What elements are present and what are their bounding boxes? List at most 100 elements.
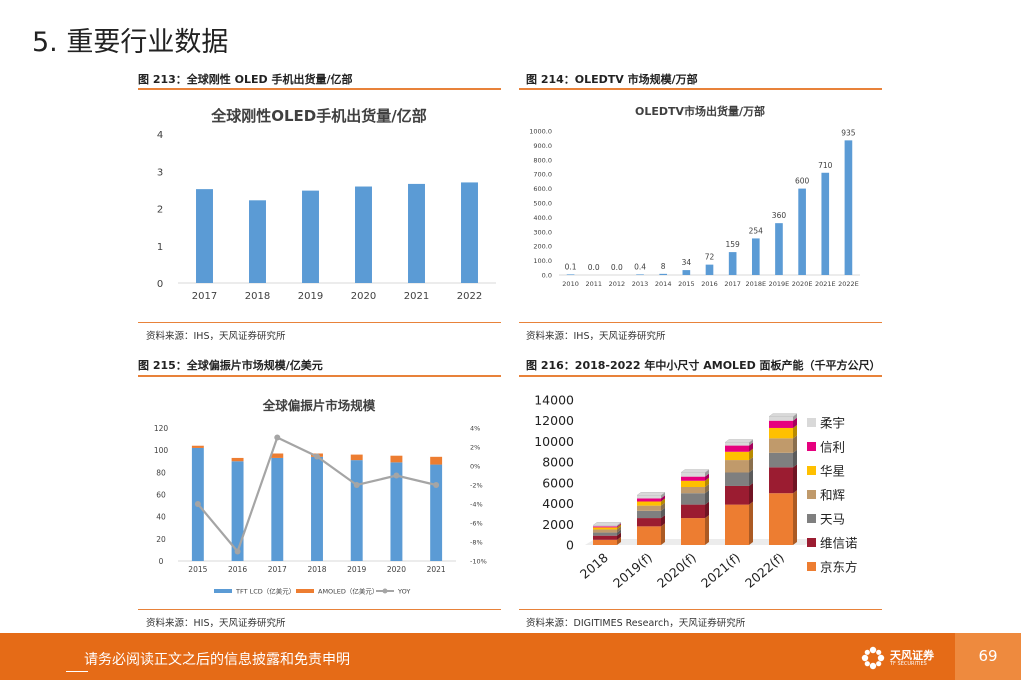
bar-segment-side xyxy=(793,435,797,453)
bar-segment-side xyxy=(661,507,665,519)
y-tick-label: 4 xyxy=(157,130,163,141)
bar-amoled xyxy=(271,453,284,458)
bar-segment xyxy=(637,526,661,545)
x-tick-label: 2018E xyxy=(745,280,766,288)
bar-segment xyxy=(593,525,617,527)
y-tick-label: 12000 xyxy=(534,413,574,428)
bar-segment xyxy=(725,504,749,545)
bar xyxy=(844,140,853,275)
bar xyxy=(728,252,737,275)
y-tick-label: 2 xyxy=(157,205,163,216)
y-tick-label: 1000.0 xyxy=(529,128,552,136)
y-tick-label: 40 xyxy=(156,513,166,522)
bar-segment-side xyxy=(749,469,753,486)
bar xyxy=(659,273,668,275)
legend-swatch xyxy=(214,589,232,593)
legend-swatch xyxy=(807,418,816,427)
bar-segment xyxy=(725,485,749,505)
bar-segment xyxy=(681,476,705,481)
x-tick-label: 2018 xyxy=(577,550,611,582)
chart-title: 全球偏振片市场规模 xyxy=(262,398,376,413)
bar-segment xyxy=(681,504,705,519)
x-tick-label: 2018 xyxy=(245,291,270,302)
bar-segment xyxy=(725,472,749,486)
figure-214-chart: OLEDTV市场出货量/万部 0.0 100.0 200.0 300.0 400.0 500… xyxy=(529,104,860,288)
bar xyxy=(636,274,644,275)
figure-213-title: 图 213：全球刚性 OLED 手机出货量/亿部 xyxy=(138,73,353,86)
x-tick-label: 2022 xyxy=(457,291,482,302)
page-number: 69 xyxy=(978,647,998,665)
yoy-point xyxy=(393,472,400,479)
chart-title: OLEDTV市场出货量/万部 xyxy=(635,104,765,118)
bar-segment-side xyxy=(617,524,621,530)
yoy-point xyxy=(194,501,201,507)
y-tick-label: 2000 xyxy=(542,517,574,532)
x-tick-label: 2020(f) xyxy=(654,550,699,591)
x-tick-label: 2017 xyxy=(268,565,287,574)
x-tick-label: 2013 xyxy=(632,280,649,288)
bar-segment-side xyxy=(793,449,797,468)
data-label: 0.0 xyxy=(611,263,623,272)
yoy-point xyxy=(314,453,320,460)
y-tick-label: 100.0 xyxy=(533,257,552,265)
bar-segment xyxy=(681,493,705,505)
bar-segment-side xyxy=(749,442,753,452)
bar-segment-side xyxy=(749,448,753,461)
bar-top-face xyxy=(592,522,622,526)
figure-214-title: 图 214：OLEDTV 市场规模/万部 xyxy=(526,73,698,86)
x-tick-label: 2015 xyxy=(678,280,695,288)
bar xyxy=(751,238,760,275)
x-tick-label: 2011 xyxy=(585,280,602,288)
bar xyxy=(196,189,213,283)
data-label: 935 xyxy=(841,128,856,137)
figure-214-top-rule xyxy=(519,88,882,90)
bar-segment xyxy=(637,495,661,499)
bar-segment-side xyxy=(749,501,753,545)
legend-marker-yoy xyxy=(382,588,388,594)
bar-segment-side xyxy=(661,502,665,511)
x-tick-label: 2019E xyxy=(769,280,790,288)
figure-215-bottom-rule xyxy=(138,609,501,610)
figure-216-chart: 0 2000 4000 6000 8000 10000 12000 14000 2018 2019… xyxy=(534,393,857,591)
bar-segment-side xyxy=(705,501,709,519)
bar-segment-side xyxy=(705,473,709,481)
data-label: 72 xyxy=(705,253,715,262)
data-label: 254 xyxy=(749,226,764,235)
bar-segment xyxy=(769,420,793,428)
bar-tft-lcd xyxy=(390,462,403,561)
x-tick-label: 2016 xyxy=(228,565,247,574)
x-tick-label: 2021 xyxy=(404,291,429,302)
legend-label: AMOLED（亿美元） xyxy=(318,587,378,596)
bar xyxy=(798,188,806,275)
data-label: 600 xyxy=(795,177,810,186)
y-tick-label: 800.0 xyxy=(533,156,552,164)
logo-text: 天风证券 xyxy=(890,649,934,662)
bar-segment-side xyxy=(749,439,753,446)
bar xyxy=(705,264,714,275)
y2-tick-label: -10% xyxy=(470,558,487,566)
figure-216-top-rule xyxy=(519,375,882,377)
figure-215-chart: 全球偏振片市场规模 0 20 40 60 80 100 120 -10% -8% -6% -4% -2%… xyxy=(154,398,487,596)
bar xyxy=(461,182,478,283)
bar xyxy=(682,270,691,275)
bar-segment xyxy=(769,452,793,468)
logo-subtext: TF SECURITIES xyxy=(890,661,927,667)
bar xyxy=(355,186,372,283)
bar xyxy=(821,172,830,275)
bar-segment xyxy=(593,527,617,530)
x-tick-label: 2018 xyxy=(307,565,326,574)
y-tick-label: 3 xyxy=(157,167,163,178)
x-tick-label: 2020 xyxy=(351,291,376,302)
bar-segment-side xyxy=(617,529,621,536)
legend-label: 华星 xyxy=(820,464,845,479)
y-tick-label: 60 xyxy=(156,491,166,500)
y-tick-label: 6000 xyxy=(542,475,574,490)
bar-segment xyxy=(637,498,661,502)
bar xyxy=(249,200,266,283)
bar-segment-side xyxy=(705,469,709,477)
x-tick-label: 2019(f) xyxy=(610,550,655,591)
x-tick-label: 2021(f) xyxy=(698,550,743,591)
legend-swatch xyxy=(807,538,816,547)
tf-securities-logo: 天风证券 TF SECURITIES xyxy=(860,645,950,671)
bar-segment xyxy=(769,467,793,494)
